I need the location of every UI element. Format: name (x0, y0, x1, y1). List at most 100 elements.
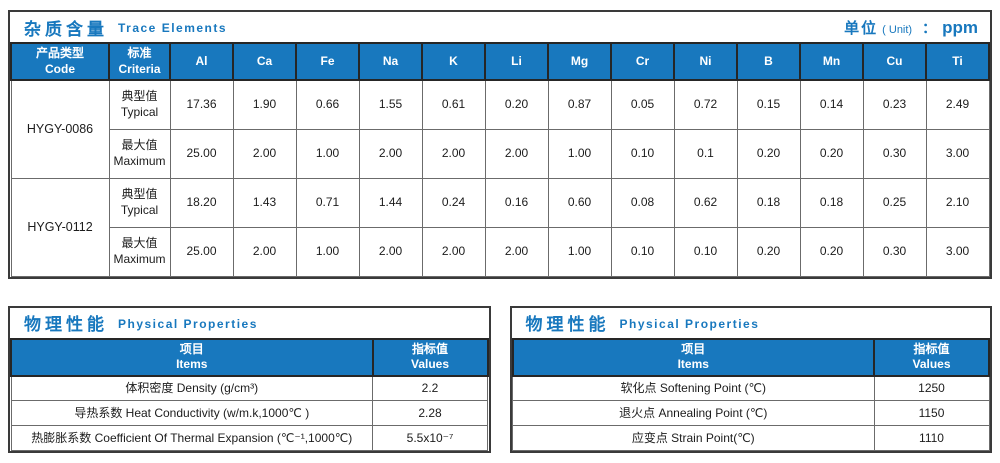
property-value-cell: 2.28 (372, 400, 488, 427)
trace-section-header: 杂质含量 Trace Elements 单位 ( Unit) ： ppm (10, 12, 990, 42)
value-cell: 0.20 (736, 226, 801, 277)
items-header-cn: 项目 (179, 341, 204, 356)
value-cell: 1.43 (232, 177, 297, 228)
criteria-cell-typical: 典型值 Typical (108, 177, 171, 228)
items-column-header: 项目 Items (10, 337, 374, 377)
value-cell: 1.00 (295, 128, 360, 179)
code-header-cn: 产品类型 (35, 46, 84, 60)
value-cell: 0.20 (484, 79, 549, 130)
trace-elements-table: 产品类型 Code 标准 Criteria Al Ca Fe Na K Li M… (10, 41, 990, 277)
value-cell: 3.00 (925, 128, 990, 179)
property-item-cell: 体积密度 Density (g/cm³) (10, 375, 373, 402)
product-code-cell: HYGY-0112 (10, 177, 110, 277)
value-cell: 2.10 (925, 177, 990, 228)
value-cell: 0.15 (736, 79, 801, 130)
value-cell: 0.16 (484, 177, 549, 228)
value-cell: 0.87 (547, 79, 612, 130)
table-row: 应变点 Strain Point(℃) 1110 (512, 425, 990, 452)
criteria-label-cn: 典型值 (121, 89, 158, 104)
physical-left-header: 物理性能 Physical Properties (10, 308, 489, 338)
value-cell: 0.24 (421, 177, 486, 228)
value-cell: 0.30 (862, 128, 927, 179)
items-header-en: Items (677, 357, 709, 372)
values-column-header: 指标值 Values (873, 337, 990, 377)
code-header-en: Code (45, 61, 75, 76)
value-cell: 0.62 (673, 177, 738, 228)
table-row: HYGY-0086 典型值 Typical 17.36 1.90 0.66 1.… (10, 79, 990, 179)
physical-header-row: 项目 Items 指标值 Values (511, 337, 990, 377)
value-cell: 2.49 (925, 79, 990, 130)
value-cell: 0.25 (862, 177, 927, 228)
value-cell: 0.14 (799, 79, 864, 130)
property-value-cell: 1150 (873, 400, 990, 427)
column-header-element-cr: Cr (610, 41, 675, 82)
value-cell: 0.10 (673, 226, 738, 277)
property-item-cell: 导热系数 Heat Conductivity (w/m.k,1000℃ ) (10, 400, 373, 427)
table-row: 退火点 Annealing Point (℃) 1150 (512, 400, 990, 427)
unit-value: ppm (942, 17, 978, 37)
value-cell: 0.18 (736, 177, 801, 228)
column-header-element-ti: Ti (925, 41, 990, 82)
criteria-label-cn: 典型值 (121, 187, 158, 202)
datasheet-page: 杂质含量 Trace Elements 单位 ( Unit) ： ppm 产品类… (8, 10, 992, 454)
value-cell: 2.00 (484, 226, 549, 277)
value-cell: 2.00 (232, 128, 297, 179)
criteria-header-cn: 标准 (127, 46, 152, 60)
criteria-header-en: Criteria (118, 61, 161, 76)
value-cell: 2.00 (421, 226, 486, 277)
property-value-cell: 1250 (873, 375, 990, 402)
value-cell: 0.72 (673, 79, 738, 130)
physical-right-header: 物理性能 Physical Properties (512, 308, 991, 338)
column-header-element-k: K (421, 41, 486, 82)
value-cell: 2.00 (484, 128, 549, 179)
product-code-cell: HYGY-0086 (10, 79, 110, 179)
value-cell: 0.18 (799, 177, 864, 228)
column-header-element-li: Li (484, 41, 549, 82)
trace-title-cn: 杂质含量 (24, 19, 108, 39)
value-cell: 2.00 (358, 226, 423, 277)
value-cell: 25.00 (169, 226, 234, 277)
table-row: 软化点 Softening Point (℃) 1250 (512, 375, 990, 402)
value-cell: 1.00 (547, 226, 612, 277)
column-header-element-ca: Ca (232, 41, 297, 82)
property-value-cell: 1110 (873, 425, 990, 452)
unit-label: 单位 ( Unit) ： ppm (844, 17, 978, 38)
value-cell: 0.05 (610, 79, 675, 130)
items-column-header: 项目 Items (511, 337, 875, 377)
value-cell: 0.10 (610, 226, 675, 277)
value-cell: 1.00 (547, 128, 612, 179)
table-row: 最大值 Maximum 25.00 2.00 1.00 2.00 2.00 2.… (11, 128, 990, 179)
physical-title-en: Physical Properties (619, 316, 760, 331)
trace-header-row: 产品类型 Code 标准 Criteria Al Ca Fe Na K Li M… (10, 41, 990, 82)
criteria-label-cn: 最大值 (121, 138, 158, 153)
value-cell: 0.71 (295, 177, 360, 228)
value-cell: 1.55 (358, 79, 423, 130)
column-header-criteria: 标准 Criteria (108, 41, 171, 82)
property-item-cell: 应变点 Strain Point(℃) (512, 425, 875, 452)
trace-title-en: Trace Elements (118, 21, 228, 35)
value-cell: 0.20 (799, 226, 864, 277)
physical-table-left: 项目 Items 指标值 Values 体积密度 Density (g/cm³)… (10, 337, 489, 452)
value-cell: 17.36 (169, 79, 234, 130)
column-header-element-mg: Mg (547, 41, 612, 82)
value-cell: 25.00 (169, 128, 234, 179)
value-cell: 0.08 (610, 177, 675, 228)
items-header-cn: 项目 (681, 341, 706, 356)
unit-label-cn: 单位 (844, 19, 879, 37)
value-cell: 0.61 (421, 79, 486, 130)
column-header-element-ni: Ni (673, 41, 738, 82)
criteria-label-en: Typical (120, 202, 159, 217)
value-cell: 0.30 (862, 226, 927, 277)
value-cell: 1.00 (295, 226, 360, 277)
property-value-cell: 2.2 (372, 375, 488, 402)
values-header-en: Values (410, 357, 450, 372)
values-header-cn: 指标值 (913, 341, 950, 356)
table-row: HYGY-0112 典型值 Typical 18.20 1.43 0.71 1.… (10, 177, 990, 277)
table-row: 热膨胀系数 Coefficient Of Thermal Expansion (… (10, 425, 488, 452)
value-cell: 0.10 (610, 128, 675, 179)
criteria-cell-maximum: 最大值 Maximum (108, 128, 171, 179)
physical-title-cn: 物理性能 (525, 315, 610, 335)
criteria-label-en: Maximum (113, 251, 166, 266)
table-row: 最大值 Maximum 25.00 2.00 1.00 2.00 2.00 2.… (11, 226, 990, 277)
value-cell: 0.20 (736, 128, 801, 179)
